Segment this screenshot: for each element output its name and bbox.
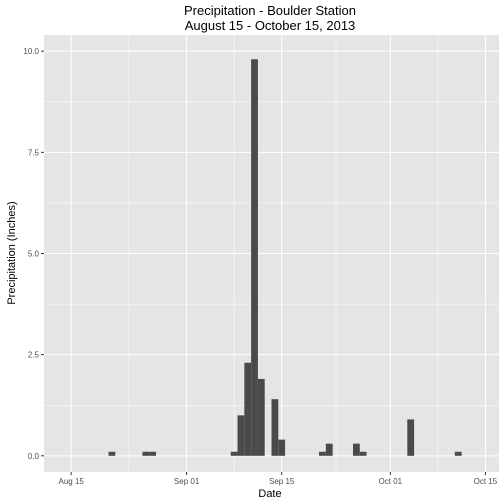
precipitation-bar	[278, 439, 286, 456]
precipitation-bar	[142, 451, 150, 456]
y-tick-label: 7.5	[28, 148, 40, 157]
precipitation-bar	[108, 451, 116, 456]
y-tick-label: 10.0	[23, 47, 39, 56]
precipitation-bar	[244, 362, 252, 456]
x-tick-label: Sep 15	[269, 477, 295, 486]
precipitation-bar	[251, 59, 258, 456]
y-axis-ticks: 0.0 2.5 5.0 7.5 10.0	[23, 47, 44, 461]
x-axis-ticks: Aug 15 Sep 01 Sep 15 Oct 01 Oct 15	[58, 472, 498, 486]
x-tick-label: Oct 15	[474, 477, 498, 486]
precipitation-bar	[230, 451, 238, 456]
bars	[108, 59, 462, 456]
x-axis-label: Date	[258, 488, 281, 500]
x-tick-label: Sep 01	[174, 477, 200, 486]
y-tick-label: 5.0	[28, 250, 40, 259]
x-tick-label: Aug 15	[58, 477, 84, 486]
chart-subtitle: August 15 - October 15, 2013	[185, 18, 356, 33]
precipitation-bar	[407, 419, 415, 456]
y-tick-label: 0.0	[28, 452, 40, 461]
precipitation-bar	[149, 451, 157, 456]
y-tick-label: 2.5	[28, 351, 40, 360]
x-tick-label: Oct 01	[379, 477, 403, 486]
y-axis-label: Precipitation (Inches)	[6, 201, 18, 304]
precipitation-bar	[271, 399, 279, 456]
precipitation-bar	[325, 443, 333, 456]
grid-lines	[44, 35, 499, 472]
precipitation-bar	[359, 451, 367, 456]
precipitation-bar	[319, 451, 326, 456]
precipitation-bar	[454, 451, 462, 456]
precipitation-bar	[237, 415, 245, 456]
precipitation-bar	[257, 378, 265, 456]
precipitation-bar	[352, 443, 360, 456]
chart-title: Precipitation - Boulder Station	[184, 3, 356, 18]
